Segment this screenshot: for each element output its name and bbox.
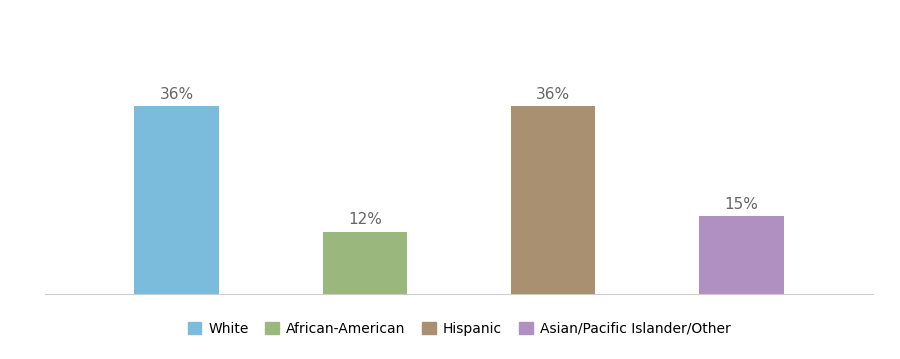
Bar xyxy=(134,106,219,294)
Bar xyxy=(699,216,784,294)
Text: 15%: 15% xyxy=(724,197,758,212)
Text: 36%: 36% xyxy=(159,87,194,102)
Bar xyxy=(511,106,596,294)
Bar xyxy=(322,232,407,294)
Legend: White, African-American, Hispanic, Asian/Pacific Islander/Other: White, African-American, Hispanic, Asian… xyxy=(182,316,736,341)
Text: 12%: 12% xyxy=(348,213,382,227)
Text: 36%: 36% xyxy=(536,87,571,102)
